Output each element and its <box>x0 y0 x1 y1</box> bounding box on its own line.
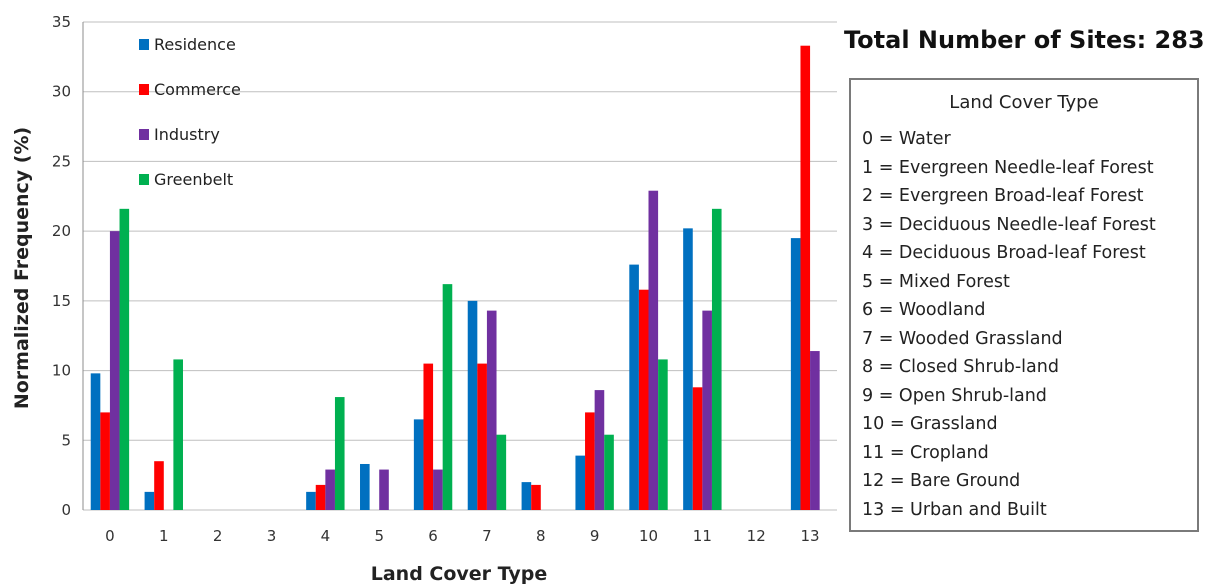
bar-residence-6 <box>413 419 424 510</box>
x-tick-label: 11 <box>693 527 712 545</box>
bar-industry-13 <box>810 351 820 510</box>
land-cover-key-item: 7 = Wooded Grassland <box>862 328 1063 349</box>
x-tick-label: 0 <box>105 527 115 545</box>
bar-industry-5 <box>379 469 389 510</box>
legend-label-greenbelt: Greenbelt <box>154 170 233 189</box>
x-tick-label: 6 <box>428 527 438 545</box>
chart-legend: Residence Commerce Industry Greenbelt <box>139 35 241 189</box>
land-cover-key-item: 13 = Urban and Built <box>862 499 1047 520</box>
bar-greenbelt-7 <box>496 434 507 510</box>
total-sites-title: Total Number of Sites: 283 <box>844 26 1205 54</box>
x-axis-title: Land Cover Type <box>371 563 548 585</box>
y-tick-label: 35 <box>52 13 71 31</box>
bar-greenbelt-0 <box>119 208 130 510</box>
land-cover-key-item: 1 = Evergreen Needle-leaf Forest <box>862 157 1154 178</box>
land-cover-key-box: Land Cover Type 0 = Water 1 = Evergreen … <box>849 78 1199 532</box>
y-tick-label: 20 <box>52 222 71 240</box>
y-tick-label: 10 <box>52 362 71 380</box>
bar-greenbelt-1 <box>173 359 183 510</box>
bar-residence-11 <box>683 228 693 510</box>
y-tick-label: 5 <box>61 431 71 449</box>
legend-label-industry: Industry <box>154 125 220 144</box>
legend-swatch-residence <box>139 39 149 50</box>
y-tick-label: 30 <box>52 83 71 101</box>
bar-commerce-13 <box>800 45 811 511</box>
bar-residence-5 <box>360 463 370 510</box>
bar-commerce-11 <box>692 387 703 510</box>
land-cover-key-item: 4 = Deciduous Broad-leaf Forest <box>862 243 1146 263</box>
bar-greenbelt-6 <box>442 284 453 510</box>
bar-residence-13 <box>790 238 801 510</box>
bar-commerce-8 <box>531 484 541 510</box>
land-cover-key-item: 2 = Evergreen Broad-leaf Forest <box>862 186 1144 206</box>
y-tick-label: 0 <box>61 501 71 519</box>
land-cover-key-item: 10 = Grassland <box>862 414 998 434</box>
y-tick-label: 25 <box>52 152 71 170</box>
gridlines <box>82 21 837 511</box>
x-tick-label: 1 <box>159 527 169 545</box>
y-tick-label: 15 <box>52 292 71 310</box>
bar-industry-10 <box>648 190 659 511</box>
land-cover-key-item: 8 = Closed Shrub-land <box>862 357 1059 377</box>
bar-residence-9 <box>575 455 586 510</box>
bar-residence-7 <box>467 300 478 510</box>
bar-commerce-0 <box>100 412 110 510</box>
x-tick-label: 8 <box>536 527 546 545</box>
bar-commerce-6 <box>423 363 434 510</box>
bar-residence-0 <box>90 373 101 510</box>
bar-greenbelt-11 <box>711 208 722 510</box>
bar-residence-4 <box>306 491 316 510</box>
bar-greenbelt-10 <box>658 359 668 510</box>
legend-swatch-industry <box>139 129 149 140</box>
x-tick-label: 10 <box>639 527 658 545</box>
x-tick-label: 2 <box>213 527 223 545</box>
land-cover-key-item: 12 = Bare Ground <box>862 471 1021 491</box>
bar-industry-9 <box>594 390 605 510</box>
y-axis-title: Normalized Frequency (%) <box>11 127 33 409</box>
land-cover-key-item: 9 = Open Shrub-land <box>862 385 1047 406</box>
bar-residence-10 <box>629 264 639 510</box>
land-cover-key-item: 5 = Mixed Forest <box>862 271 1010 292</box>
bar-commerce-1 <box>154 461 164 510</box>
land-cover-key-list: 0 = Water 1 = Evergreen Needle-leaf Fore… <box>851 125 1197 524</box>
x-tick-label: 7 <box>482 527 492 545</box>
land-cover-key-title: Land Cover Type <box>949 92 1099 113</box>
x-tick-label: 4 <box>321 527 331 545</box>
bar-commerce-10 <box>638 289 649 510</box>
legend-label-residence: Residence <box>154 35 236 54</box>
bar-greenbelt-9 <box>604 434 614 510</box>
x-tick-label: 13 <box>801 527 820 545</box>
bar-commerce-7 <box>477 363 487 510</box>
x-tick-label: 12 <box>747 527 766 545</box>
land-cover-key-item: 3 = Deciduous Needle-leaf Forest <box>862 214 1156 235</box>
bar-commerce-9 <box>585 412 595 510</box>
bar-commerce-4 <box>315 484 326 510</box>
bars <box>90 45 820 511</box>
land-cover-key-item: 0 = Water <box>862 129 951 149</box>
land-cover-key-item: 6 = Woodland <box>862 300 986 320</box>
bar-residence-1 <box>144 491 155 510</box>
x-tick-label: 3 <box>267 527 277 545</box>
bar-industry-6 <box>433 469 443 510</box>
legend-swatch-greenbelt <box>139 174 149 185</box>
land-cover-key-item: 11 = Cropland <box>862 442 989 463</box>
x-tick-label: 5 <box>374 527 384 545</box>
bar-greenbelt-4 <box>334 397 345 510</box>
bar-industry-0 <box>109 231 120 510</box>
legend-swatch-commerce <box>139 84 149 95</box>
bar-industry-7 <box>486 310 497 510</box>
bar-industry-4 <box>325 469 335 510</box>
bar-residence-8 <box>521 482 532 510</box>
bar-industry-11 <box>702 310 712 510</box>
legend-label-commerce: Commerce <box>154 80 241 99</box>
x-tick-label: 9 <box>590 527 600 545</box>
